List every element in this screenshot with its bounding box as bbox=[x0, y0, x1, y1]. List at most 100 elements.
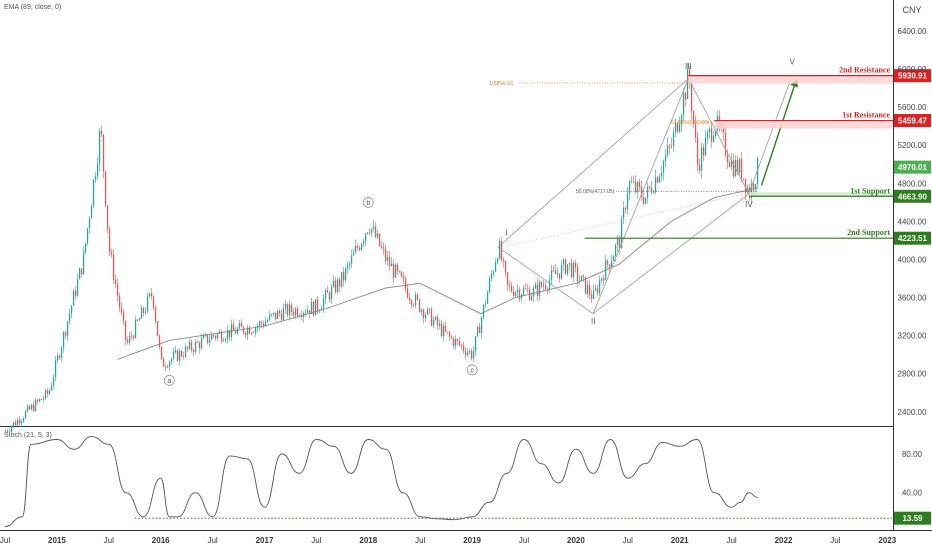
candle-body bbox=[544, 285, 547, 289]
wave-label: b bbox=[366, 200, 370, 207]
wave-label: IV bbox=[745, 200, 753, 209]
candle-body bbox=[180, 351, 183, 357]
candle-body bbox=[154, 307, 157, 322]
y-tick-label: 2400.00 bbox=[898, 408, 927, 417]
candle-body bbox=[220, 331, 223, 342]
candle-body bbox=[38, 399, 41, 402]
candle-body bbox=[656, 177, 659, 183]
stoch-line bbox=[4, 436, 758, 527]
candle-body bbox=[212, 334, 215, 337]
candle-body bbox=[670, 145, 673, 147]
candle-body bbox=[736, 160, 739, 173]
candle-body bbox=[462, 345, 465, 351]
candle-body bbox=[254, 327, 257, 333]
candle-body bbox=[650, 187, 653, 193]
candle-body bbox=[464, 350, 467, 356]
candle-body bbox=[664, 155, 667, 162]
wave-channel-lower bbox=[592, 193, 750, 315]
candle-body bbox=[150, 293, 153, 297]
candle-body bbox=[600, 278, 603, 281]
candle-body bbox=[266, 320, 269, 322]
x-tick-label: 2020 bbox=[567, 536, 585, 545]
candle-body bbox=[312, 301, 315, 316]
candle-body bbox=[614, 245, 617, 257]
x-tick-label: Jul bbox=[726, 536, 736, 545]
x-tick-label: Jul bbox=[311, 536, 321, 545]
candle-body bbox=[482, 304, 485, 318]
candle-body bbox=[240, 323, 243, 327]
candle-body bbox=[104, 171, 107, 206]
wave-label: II bbox=[591, 317, 595, 326]
candle-body bbox=[406, 288, 409, 298]
candle-body bbox=[450, 336, 453, 339]
y-tick-label: 4400.00 bbox=[898, 217, 927, 226]
stoch-y-tick-label: 80.00 bbox=[902, 450, 923, 459]
candle-body bbox=[518, 289, 521, 299]
candle-body bbox=[172, 352, 175, 359]
candle-body bbox=[444, 325, 447, 332]
candle-body bbox=[738, 158, 741, 173]
candle-body bbox=[630, 181, 633, 183]
candle-body bbox=[8, 431, 11, 433]
candle-body bbox=[58, 355, 61, 359]
candle-body bbox=[706, 132, 709, 138]
candle-body bbox=[730, 160, 733, 167]
candle-body bbox=[692, 110, 695, 124]
candle-body bbox=[108, 228, 111, 253]
candle-body bbox=[572, 263, 575, 278]
candle-body bbox=[746, 187, 749, 193]
candle-body bbox=[258, 321, 261, 327]
candle-body bbox=[252, 332, 255, 334]
stoch-y-tick-label: 40.00 bbox=[902, 489, 923, 498]
candle-body bbox=[336, 279, 339, 293]
candle-body bbox=[564, 259, 567, 274]
candle-body bbox=[156, 321, 159, 337]
candle-body bbox=[592, 290, 595, 299]
candle-body bbox=[452, 338, 455, 346]
candle-body bbox=[350, 255, 353, 264]
candle-body bbox=[190, 342, 193, 350]
candle-body bbox=[334, 280, 337, 293]
candle-body bbox=[106, 205, 109, 229]
candle-body bbox=[304, 312, 307, 314]
candle-body bbox=[428, 308, 431, 310]
y-tick-label: 5200.00 bbox=[898, 141, 927, 150]
level-price-tag bbox=[894, 69, 931, 83]
candle-body bbox=[684, 92, 687, 100]
candle-body bbox=[168, 361, 171, 368]
candle-body bbox=[702, 147, 705, 156]
candle-body bbox=[624, 207, 627, 210]
candle-body bbox=[576, 266, 579, 282]
candle-body bbox=[578, 280, 581, 282]
candle-body bbox=[704, 137, 707, 156]
resistance-zone bbox=[714, 120, 893, 129]
wave-label: c bbox=[470, 367, 474, 374]
candle-body bbox=[594, 288, 597, 291]
candle-body bbox=[468, 350, 471, 353]
level-price-text: 5930.91 bbox=[898, 72, 927, 81]
y-tick-label: 4800.00 bbox=[898, 179, 927, 188]
candle-body bbox=[278, 310, 281, 314]
candle-body bbox=[160, 346, 163, 359]
candle-body bbox=[124, 320, 127, 340]
candle-body bbox=[604, 260, 607, 281]
candle-body bbox=[374, 226, 377, 238]
candle-body bbox=[478, 326, 481, 333]
candle-body bbox=[48, 390, 51, 394]
wave-label-circle bbox=[362, 197, 374, 208]
level-price-text: 4223.51 bbox=[898, 234, 927, 243]
candle-body bbox=[694, 123, 697, 138]
candle-body bbox=[132, 336, 135, 338]
candle-body bbox=[488, 278, 491, 293]
candle-body bbox=[540, 282, 543, 287]
candle-body bbox=[492, 271, 495, 275]
candle-body bbox=[18, 419, 21, 424]
candle-body bbox=[618, 238, 621, 249]
candle-body bbox=[310, 301, 313, 314]
candle-body bbox=[612, 256, 615, 261]
candle-body bbox=[262, 323, 265, 326]
candle-body bbox=[146, 296, 149, 312]
candle-body bbox=[642, 197, 645, 204]
candle-body bbox=[308, 310, 311, 314]
